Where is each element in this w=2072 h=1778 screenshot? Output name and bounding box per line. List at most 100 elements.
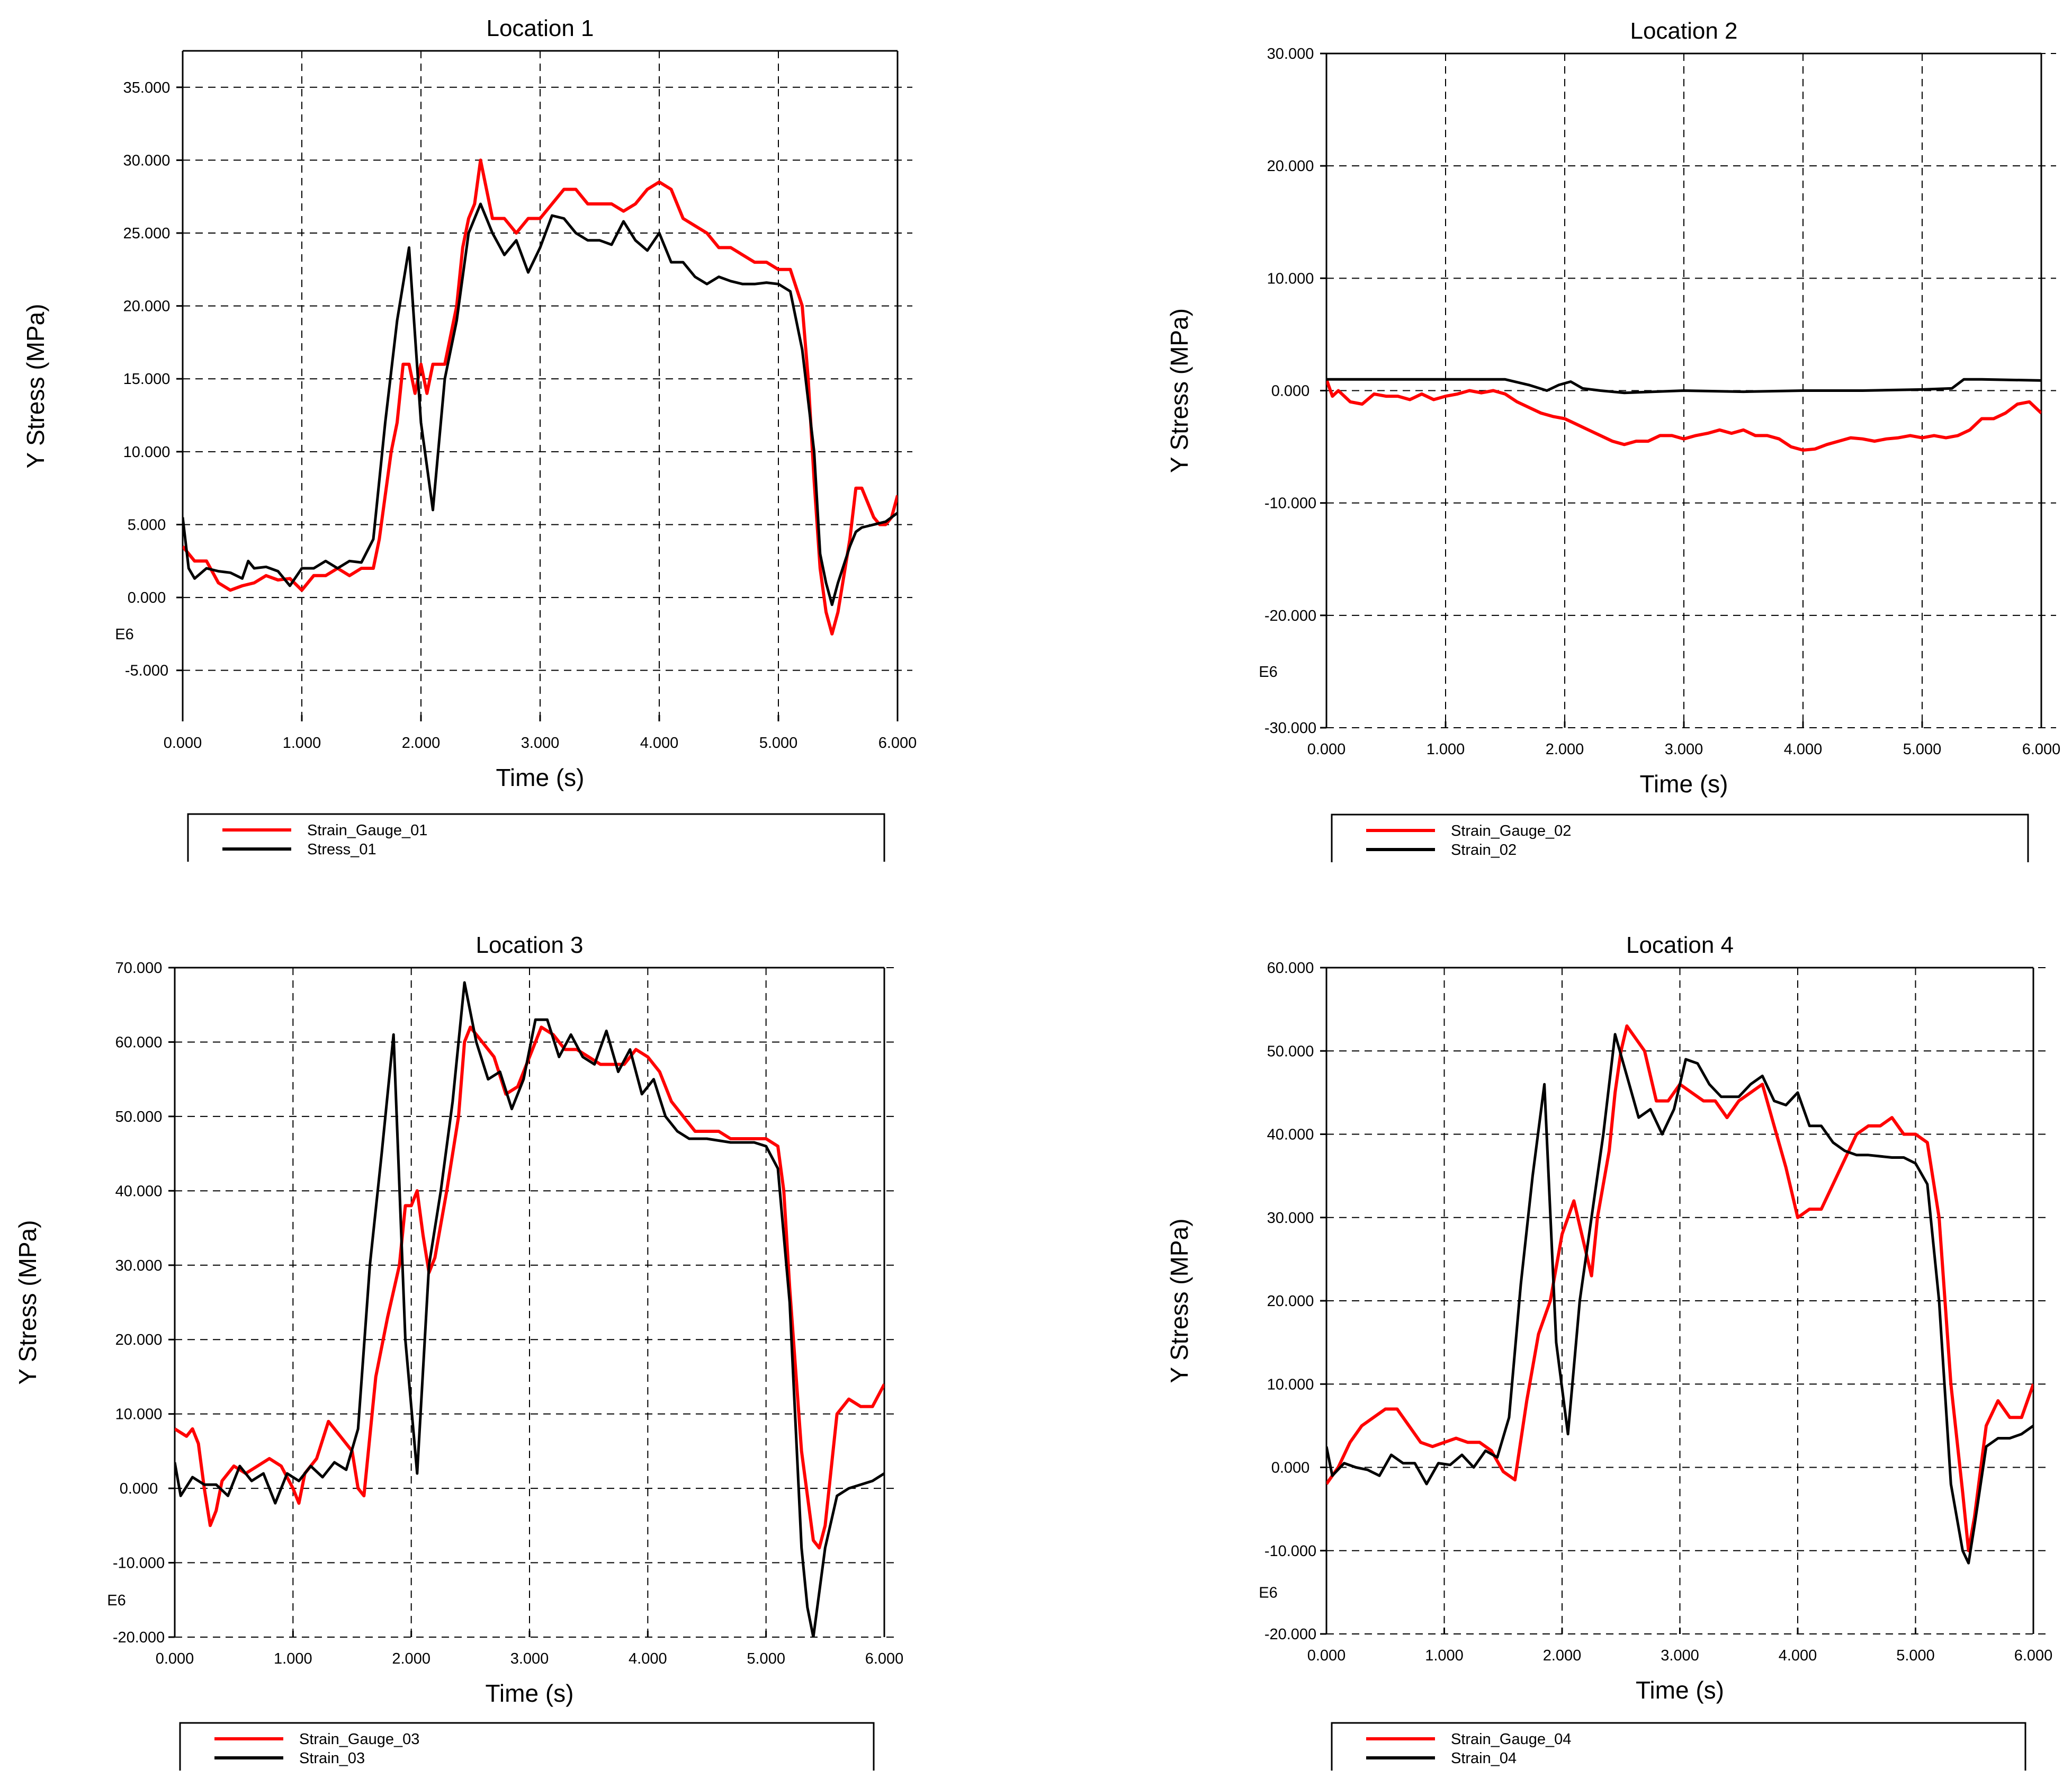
x-axis-label: Time (s) (496, 764, 585, 791)
x-axis-label: Time (s) (1636, 1676, 1724, 1704)
y-tick-label: -20.000 (1264, 607, 1316, 624)
axis-multiplier: E6 (115, 626, 133, 643)
legend-label: Strain_02 (1451, 842, 1517, 859)
y-axis-label: Y Stress (MPa) (22, 304, 49, 469)
y-tick-label: -20.000 (113, 1629, 165, 1646)
y-tick-label: 30.000 (115, 1257, 163, 1274)
x-tick-label: 0.000 (1307, 1647, 1346, 1664)
series-group (175, 981, 884, 1637)
y-tick-label: -10.000 (1264, 495, 1316, 512)
y-tick-label: 50.000 (115, 1109, 163, 1125)
legend-label: Strain_Gauge_01 (307, 822, 427, 839)
x-tick-label: 4.000 (1779, 1647, 1817, 1664)
x-tick-label: 2.000 (1546, 741, 1584, 758)
y-axis-label: Y Stress (MPa) (14, 1220, 41, 1385)
y-tick-label: 15.000 (123, 371, 171, 388)
y-tick-label: 20.000 (115, 1332, 163, 1348)
y-tick-label: 30.000 (123, 152, 171, 169)
x-tick-label: 2.000 (392, 1650, 430, 1667)
y-tick-label: 35.000 (123, 79, 171, 96)
y-tick-label: 60.000 (1267, 960, 1314, 977)
y-tick-label: 0.000 (128, 589, 166, 606)
x-tick-label: 1.000 (283, 735, 321, 752)
x-tick-label: 1.000 (1427, 741, 1465, 758)
chart-title: Location 4 (1626, 932, 1734, 958)
x-tick-label: 3.000 (521, 735, 560, 752)
x-tick-label: 0.000 (1307, 741, 1346, 758)
y-tick-label: 30.000 (1267, 46, 1314, 62)
legend-label: Strain_04 (1451, 1750, 1517, 1767)
y-tick-label: -5.000 (125, 663, 168, 680)
legend-label: Strain_Gauge_02 (1451, 823, 1571, 839)
x-tick-label: 5.000 (1903, 741, 1942, 758)
series-line-strain-02 (1326, 378, 2041, 395)
series-line-strain-03 (175, 981, 884, 1637)
x-tick-label: 1.000 (274, 1650, 312, 1667)
x-tick-label: 5.000 (747, 1650, 785, 1667)
y-tick-label: -30.000 (1264, 720, 1316, 737)
x-tick-label: 0.000 (164, 735, 202, 752)
legend-box (1331, 1722, 2026, 1771)
y-tick-label: 0.000 (120, 1480, 158, 1497)
series-line-strain-gauge-03 (175, 1025, 884, 1550)
x-tick-label: 2.000 (1543, 1647, 1582, 1664)
y-tick-label: 10.000 (123, 444, 171, 461)
y-tick-label: 5.000 (128, 516, 166, 533)
series-group (183, 158, 898, 636)
chart-title: Location 1 (486, 15, 594, 41)
x-tick-label: 3.000 (510, 1650, 549, 1667)
y-tick-label: 20.000 (1267, 158, 1314, 175)
y-axis-label: Y Stress (MPa) (1165, 308, 1193, 473)
y-tick-label: 10.000 (115, 1406, 163, 1423)
x-tick-label: 3.000 (1661, 1647, 1699, 1664)
x-axis-label: Time (s) (1640, 770, 1728, 798)
x-tick-label: 4.000 (1784, 741, 1823, 758)
chart-title: Location 2 (1630, 18, 1737, 44)
x-tick-label: 4.000 (640, 735, 679, 752)
series-line-strain-gauge-02 (1326, 379, 2041, 452)
y-tick-label: 70.000 (115, 960, 163, 977)
legend-label: Strain_Gauge_04 (1451, 1731, 1571, 1748)
y-tick-label: -10.000 (113, 1555, 165, 1572)
y-tick-label: 0.000 (1271, 1460, 1310, 1477)
x-tick-label: 6.000 (2014, 1647, 2053, 1664)
series-line-stress-01 (183, 202, 898, 606)
y-tick-label: -20.000 (1264, 1626, 1316, 1643)
y-tick-label: 60.000 (115, 1034, 163, 1051)
y-tick-label: 40.000 (115, 1183, 163, 1200)
y-tick-label: -10.000 (1264, 1543, 1316, 1560)
x-tick-label: 5.000 (759, 735, 798, 752)
x-tick-label: 6.000 (865, 1650, 904, 1667)
axis-multiplier: E6 (1259, 664, 1277, 681)
x-tick-label: 5.000 (1896, 1647, 1935, 1664)
y-tick-label: 10.000 (1267, 1376, 1314, 1393)
chart-title: Location 3 (476, 932, 583, 958)
x-tick-label: 6.000 (878, 735, 917, 752)
chart-panel-1: -5.000 0.000 5.000 10.000 15.000 20.000 25.000… (22, 15, 917, 862)
series-group (1326, 1024, 2033, 1565)
series-line-strain-gauge-04 (1326, 1024, 2033, 1552)
x-tick-label: 2.000 (402, 735, 441, 752)
series-line-strain-04 (1326, 1033, 2033, 1565)
legend-label: Stress_01 (307, 841, 376, 858)
legend-box (1331, 814, 2029, 862)
x-tick-label: 3.000 (1665, 741, 1703, 758)
x-axis-label: Time (s) (486, 1679, 574, 1707)
legend-label: Strain_03 (299, 1750, 365, 1767)
x-tick-label: 0.000 (156, 1650, 194, 1667)
legend-box (187, 813, 885, 862)
y-tick-label: 25.000 (123, 225, 171, 242)
chart-panel-4: -20.000 -10.000 0.000 10.000 20.000 30.000 40.… (1165, 932, 2052, 1771)
y-tick-label: 10.000 (1267, 270, 1314, 287)
y-tick-label: 20.000 (123, 298, 171, 315)
axis-multiplier: E6 (107, 1592, 125, 1609)
x-tick-label: 4.000 (629, 1650, 667, 1667)
axis-multiplier: E6 (1259, 1584, 1277, 1601)
y-axis-label: Y Stress (MPa) (1165, 1219, 1193, 1383)
y-tick-label: 20.000 (1267, 1293, 1314, 1310)
legend-box (179, 1722, 875, 1771)
y-tick-label: 40.000 (1267, 1127, 1314, 1143)
series-group (1326, 378, 2041, 452)
x-tick-label: 6.000 (2022, 741, 2061, 758)
